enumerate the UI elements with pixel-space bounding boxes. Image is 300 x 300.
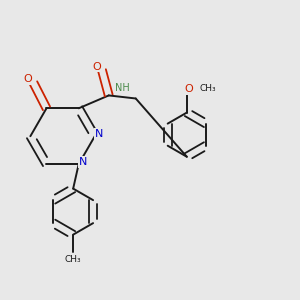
Text: CH₃: CH₃: [65, 255, 82, 264]
Text: O: O: [23, 74, 32, 85]
Text: NH: NH: [116, 83, 130, 93]
Text: N: N: [95, 129, 103, 140]
Text: CH₃: CH₃: [200, 84, 216, 93]
Text: O: O: [92, 61, 101, 72]
Text: O: O: [184, 84, 193, 94]
Text: N: N: [79, 157, 87, 167]
